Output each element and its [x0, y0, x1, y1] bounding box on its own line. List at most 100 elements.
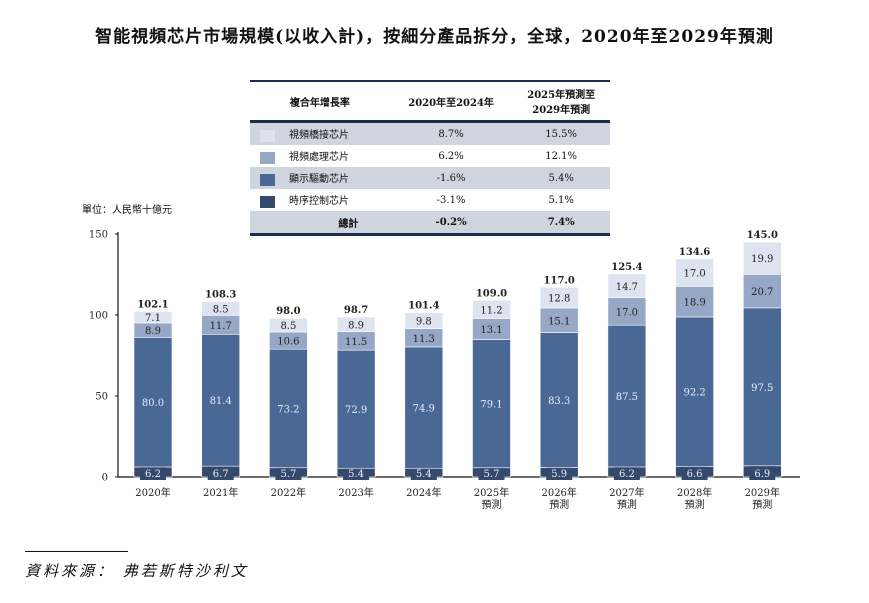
data-label: 92.2 — [683, 388, 705, 399]
total-label: 145.0 — [747, 230, 778, 241]
data-label: 11.2 — [480, 305, 502, 316]
bar-segment-3 — [404, 312, 444, 329]
bar-segment-1 — [336, 349, 376, 469]
x-tick-label: 2029年 — [745, 486, 780, 499]
x-tick-label: 預測 — [752, 498, 772, 511]
total-label: 109.0 — [476, 288, 507, 299]
x-tick-label: 2022年 — [271, 486, 306, 499]
source-note: 資料來源： 弗若斯特沙利文 — [25, 562, 249, 580]
data-label: 18.9 — [683, 298, 705, 309]
data-label: 12.8 — [548, 294, 570, 305]
total-label: 134.6 — [679, 247, 710, 258]
segment-name: 顯示驅動芯片 — [289, 174, 349, 186]
data-label: 17.0 — [616, 307, 638, 318]
x-tick-label: 2028年 — [677, 486, 712, 499]
data-label: 83.3 — [548, 396, 570, 407]
x-tick-label: 預測 — [482, 498, 502, 511]
data-label: 79.1 — [480, 400, 502, 411]
data-label: 5.9 — [551, 469, 567, 480]
data-label: 5.7 — [280, 469, 296, 480]
segment-name: 時序控制芯片 — [289, 196, 349, 208]
x-tick-label: 2027年 — [609, 486, 644, 499]
data-label: 73.2 — [277, 404, 299, 415]
value-label-bg — [343, 465, 370, 480]
bar-segment-1 — [675, 316, 714, 467]
value-label-bg — [410, 465, 437, 480]
bar-segment-3 — [336, 316, 376, 332]
data-label: 19.9 — [751, 254, 773, 265]
x-tick-label: 2026年 — [541, 486, 576, 499]
data-label: 9.8 — [416, 317, 432, 328]
data-label: 97.5 — [751, 383, 773, 394]
bar-segment-1 — [269, 348, 308, 469]
cagr-row: 視頻處理芯片 6.2% 12.1% — [250, 145, 610, 167]
data-label: 17.0 — [683, 269, 705, 280]
total-label: 125.4 — [611, 262, 642, 273]
data-label: 11.5 — [345, 337, 367, 348]
bar-segment-3 — [675, 258, 714, 287]
value-label-bg — [207, 465, 234, 480]
cagr-row: 視頻橋接芯片 8.7% 15.5% — [250, 121, 610, 145]
data-label: 15.1 — [548, 316, 570, 327]
bar-segment-2 — [675, 286, 714, 318]
cagr-total-row: 總計 -0.2% 7.4% — [250, 211, 610, 235]
cagr-header-period2: 2025年預測至 2029年預測 — [512, 81, 610, 123]
bar-segment-1 — [201, 333, 240, 467]
data-label: 8.5 — [280, 321, 296, 332]
bar-segment-3 — [133, 311, 173, 324]
bar-segment-1 — [607, 324, 647, 468]
data-label: 8.5 — [213, 304, 229, 315]
data-label: 87.5 — [616, 392, 638, 403]
data-label: 13.1 — [480, 325, 502, 336]
y-tick-label: 100 — [89, 311, 108, 322]
total-label: 102.1 — [137, 299, 168, 310]
data-label: 6.6 — [687, 469, 703, 480]
bar-segment-2 — [539, 307, 579, 333]
data-label: 6.9 — [754, 469, 770, 480]
data-label: 11.3 — [413, 334, 435, 345]
bar-segment-1 — [539, 332, 579, 468]
data-label: 20.7 — [751, 287, 773, 298]
total-label: 117.0 — [544, 275, 575, 286]
cagr-row: 顯示驅動芯片 -1.6% 5.4% — [250, 167, 610, 189]
cagr-2020-2024: 6.2% — [438, 150, 464, 162]
cagr-2025-2029: 5.1% — [548, 194, 574, 206]
x-tick-label: 2024年 — [406, 486, 441, 499]
x-tick-label: 2020年 — [135, 486, 170, 499]
data-label: 8.9 — [145, 326, 161, 337]
data-label: 14.7 — [616, 282, 638, 293]
bar-segment-3 — [539, 286, 579, 309]
data-label: 8.9 — [348, 320, 364, 331]
cagr-header-period1: 2020年至2024年 — [389, 81, 513, 123]
cagr-row: 時序控制芯片 -3.1% 5.1% — [250, 189, 610, 211]
bar-segment-3 — [269, 317, 308, 333]
data-label: 7.1 — [145, 313, 161, 324]
data-label: 6.2 — [145, 469, 161, 480]
total-cagr-2020-2024: -0.2% — [389, 211, 513, 235]
total-label: 98.7 — [344, 305, 368, 316]
total-cagr-2025-2029: 7.4% — [512, 211, 610, 235]
data-label: 81.4 — [210, 396, 232, 407]
value-label-bg — [140, 465, 166, 480]
cagr-2025-2029: 15.5% — [512, 121, 610, 145]
value-label-bg — [749, 465, 776, 480]
cagr-table: 複合年增長率 2020年至2024年 2025年預測至 2029年預測 視頻橋接… — [250, 80, 610, 236]
total-label: 98.0 — [276, 306, 300, 317]
total-label: 108.3 — [205, 290, 236, 301]
legend-swatch — [260, 195, 275, 208]
x-tick-label: 預測 — [617, 498, 637, 511]
data-label: 5.4 — [348, 469, 364, 480]
value-label-bg — [613, 465, 640, 480]
cagr-2020-2024: -1.6% — [389, 167, 513, 189]
segment-name: 視頻橋接芯片 — [289, 130, 349, 142]
bar-segment-2 — [742, 274, 782, 309]
cagr-header-label: 複合年增長率 — [250, 81, 390, 123]
data-label: 80.0 — [142, 398, 164, 409]
y-tick-label: 150 — [89, 230, 108, 241]
legend-swatch — [260, 173, 275, 186]
legend-swatch — [260, 129, 275, 142]
segment-name: 視頻處理芯片 — [289, 152, 349, 164]
cagr-2025-2029: 12.1% — [545, 150, 578, 162]
value-label-bg — [681, 465, 708, 480]
